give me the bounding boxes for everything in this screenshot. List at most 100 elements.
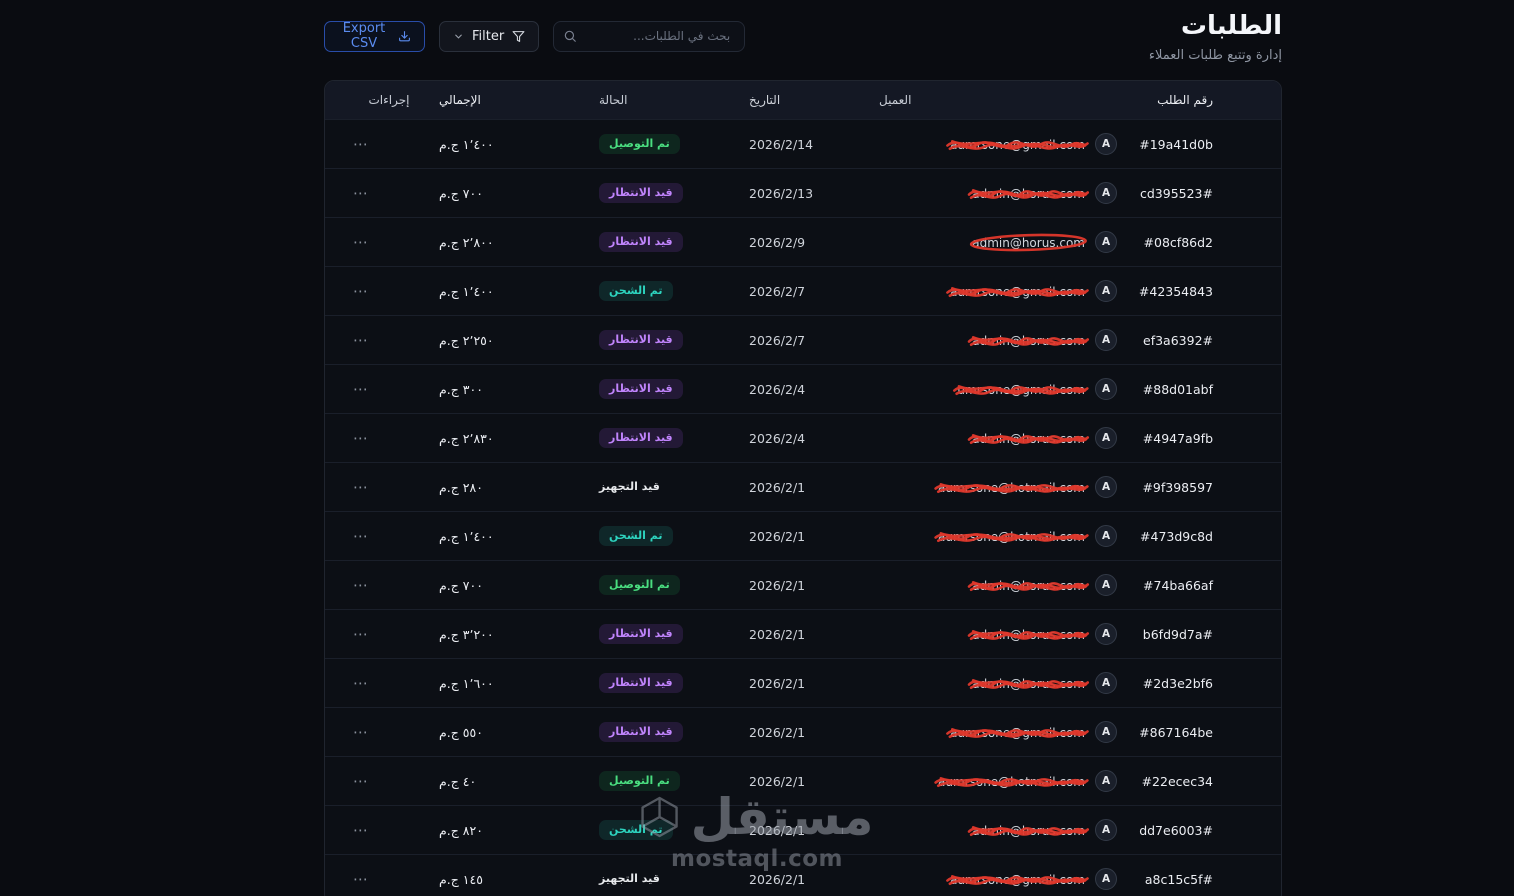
row-actions-button[interactable]: ⋯ [351,721,370,744]
table-row: #867164be A aumrsone@gmail.com 2026/2/1 … [325,707,1281,756]
customer-avatar: A [1095,280,1117,302]
customer-email-wrap: aumrsone@hotmail.com [938,529,1085,544]
page-title: الطلبات [1180,11,1282,41]
status-badge: تم الشحن [599,526,673,546]
actions-cell: ⋯ [349,378,429,401]
row-actions-button[interactable]: ⋯ [351,672,370,695]
row-actions-button[interactable]: ⋯ [351,574,370,597]
customer-email-wrap: aumrsone@gmail.com [950,872,1085,887]
orders-table-header: رقم الطلب العميل التاريخ الحالة الإجمالي… [325,81,1281,119]
funnel-icon [512,30,525,43]
actions-cell: ⋯ [349,525,429,548]
actions-cell: ⋯ [349,182,429,205]
order-date: 2026/2/4 [749,430,806,446]
row-actions-button[interactable]: ⋯ [351,231,370,254]
status-cell: تم الشحن [599,526,749,546]
actions-cell: ⋯ [349,280,429,303]
customer-email-wrap: aumrsone@gmail.com [950,284,1085,299]
export-csv-button[interactable]: Export CSV [324,20,425,52]
row-actions-button[interactable]: ⋯ [351,819,370,842]
customer-cell: A admin@horus.com [859,819,1117,841]
actions-cell: ⋯ [349,231,429,254]
table-row: #a8c15c5f A aumrsone@gmail.com 2026/2/1 … [325,854,1281,896]
page-content: الطلبات إدارة وتتبع طلبات العملاء [324,0,1282,896]
order-total: ١٬٤٠٠ ج.م [439,283,494,299]
order-date: 2026/2/1 [749,822,806,838]
customer-cell: A umrsone@gmail.com [859,378,1117,400]
status-badge: قيد التجهيز [599,480,660,493]
status-cell: قيد الانتظار [599,183,749,203]
page-subtitle: إدارة وتتبع طلبات العملاء [1148,48,1282,63]
row-actions-button[interactable]: ⋯ [351,476,370,499]
column-header-total: الإجمالي [439,93,481,107]
row-actions-button[interactable]: ⋯ [351,280,370,303]
row-actions-button[interactable]: ⋯ [351,133,370,156]
table-row: #22ecec34 A aumrsone@hotmail.com 2026/2/… [325,756,1281,805]
row-actions-button[interactable]: ⋯ [351,623,370,646]
status-badge: تم الشحن [599,281,673,301]
search-input[interactable] [553,20,746,52]
table-row: #473d9c8d A aumrsone@hotmail.com 2026/2/… [325,511,1281,560]
status-badge: قيد الانتظار [599,183,683,203]
customer-avatar: A [1095,819,1117,841]
customer-email: aumrsone@gmail.com [950,137,1085,152]
status-cell: تم التوصيل [599,771,749,791]
order-total: ٧٠٠ ج.م [439,185,483,201]
order-date: 2026/2/1 [749,528,806,544]
order-total: ١٬٤٠٠ ج.م [439,136,494,152]
column-header-customer: العميل [879,93,912,107]
order-id: #b6fd9d7a [1142,626,1213,642]
row-actions-button[interactable]: ⋯ [351,378,370,401]
customer-email: admin@horus.com [972,431,1085,446]
row-actions-button[interactable]: ⋯ [351,770,370,793]
customer-email: admin@horus.com [972,333,1085,348]
customer-avatar: A [1095,623,1117,645]
customer-email: aumrsone@gmail.com [950,725,1085,740]
customer-avatar: A [1095,770,1117,792]
customer-avatar: A [1095,378,1117,400]
order-id: #42354843 [1138,283,1213,299]
order-date: 2026/2/4 [749,381,806,397]
customer-avatar: A [1095,868,1117,890]
actions-cell: ⋯ [349,770,429,793]
customer-email-wrap: admin@horus.com [972,333,1085,348]
order-id: #ef3a6392 [1143,332,1213,348]
order-total: ٨٢٠ ج.م [439,822,483,838]
column-header-date: التاريخ [749,93,781,107]
customer-cell: A aumrsone@gmail.com [859,721,1117,743]
table-row: #88d01abf A umrsone@gmail.com 2026/2/4 ق… [325,364,1281,413]
customer-avatar: A [1095,182,1117,204]
table-row: #4947a9fb A admin@horus.com 2026/2/4 قيد… [325,413,1281,462]
status-badge: قيد الانتظار [599,232,683,252]
column-header-actions: إجراءات [368,93,410,107]
row-actions-button[interactable]: ⋯ [351,329,370,352]
customer-email-wrap: admin@horus.com [972,627,1085,642]
customer-avatar: A [1095,525,1117,547]
row-actions-button[interactable]: ⋯ [351,525,370,548]
status-badge: قيد الانتظار [599,624,683,644]
order-total: ٣٬٢٠٠ ج.م [439,626,494,642]
customer-email-wrap: aumrsone@gmail.com [950,725,1085,740]
status-cell: قيد الانتظار [599,624,749,644]
filter-button[interactable]: Filter [439,20,540,52]
order-id: #cd395523 [1139,185,1213,201]
order-id: #19a41d0b [1139,136,1213,152]
customer-avatar: A [1095,574,1117,596]
order-date: 2026/2/1 [749,675,806,691]
order-id: #88d01abf [1142,381,1213,397]
order-date: 2026/2/7 [749,283,806,299]
customer-email: admin@horus.com [972,823,1085,838]
order-total: ٤٠ ج.م [439,773,477,789]
status-cell: تم التوصيل [599,134,749,154]
search-box [553,20,746,52]
customer-avatar: A [1095,133,1117,155]
customer-email-wrap: admin@horus.com [972,431,1085,446]
row-actions-button[interactable]: ⋯ [351,182,370,205]
status-badge: تم التوصيل [599,771,680,791]
row-actions-button[interactable]: ⋯ [351,868,370,891]
order-date: 2026/2/1 [749,773,806,789]
row-actions-button[interactable]: ⋯ [351,427,370,450]
order-date: 2026/2/1 [749,479,806,495]
column-header-status: الحالة [599,93,628,107]
order-total: ٣٠٠ ج.م [439,381,483,397]
